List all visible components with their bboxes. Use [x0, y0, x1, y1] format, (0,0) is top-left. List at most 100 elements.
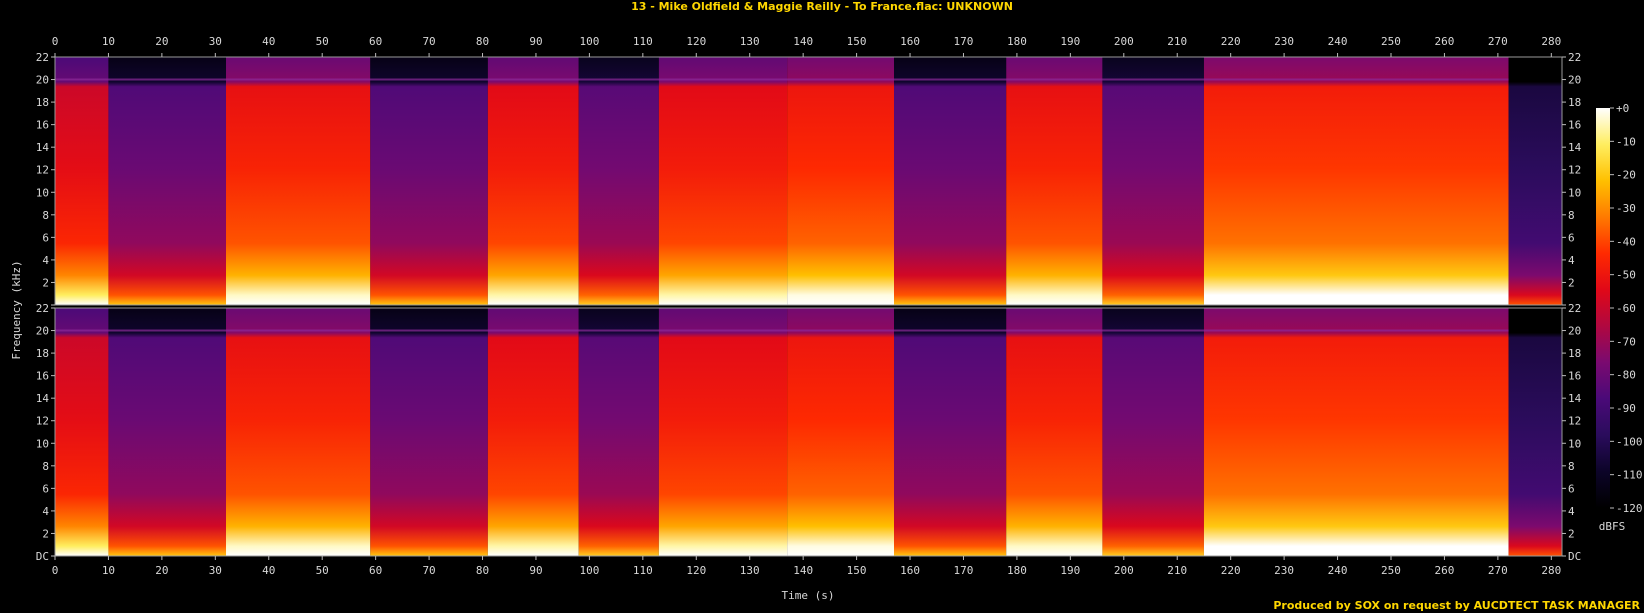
- x-tick-label: 150: [847, 564, 867, 577]
- y-tick-label: 10: [36, 186, 49, 199]
- x-tick-label: 160: [900, 564, 920, 577]
- spectral-segment: [1203, 308, 1509, 556]
- spectral-segment: [226, 57, 371, 305]
- y-tick-label: 16: [1568, 370, 1581, 383]
- y-tick-label: 4: [1568, 505, 1575, 518]
- y-tick-label: 18: [36, 347, 49, 360]
- y-tick-label: 16: [1568, 119, 1581, 132]
- colorbar-tick-label: -90: [1616, 402, 1636, 415]
- x-tick-label: 10: [102, 35, 115, 48]
- x-tick-label: 170: [954, 35, 974, 48]
- x-tick-label: 260: [1434, 35, 1454, 48]
- y-tick-label: 22: [36, 302, 49, 315]
- y-tick-label: 4: [42, 505, 49, 518]
- y-tick-label: 12: [36, 164, 49, 177]
- y-tick-label: 22: [1568, 302, 1581, 315]
- colorbar-tick-label: -60: [1616, 302, 1636, 315]
- x-tick-label: 80: [476, 564, 489, 577]
- y-tick-label: 10: [36, 437, 49, 450]
- x-tick-label: 70: [422, 564, 435, 577]
- x-tick-label: 160: [900, 35, 920, 48]
- y-tick-label: 14: [36, 392, 50, 405]
- y-tick-label: 18: [1568, 96, 1581, 109]
- x-tick-label: 270: [1488, 35, 1508, 48]
- x-tick-label: 50: [316, 564, 329, 577]
- x-tick-label: 130: [740, 35, 760, 48]
- y-tick-label: 4: [42, 254, 49, 267]
- colorbar-tick-label: -70: [1616, 335, 1636, 348]
- x-tick-label: 210: [1167, 35, 1187, 48]
- x-tick-label: 100: [579, 35, 599, 48]
- x-tick-label: 0: [52, 564, 59, 577]
- x-tick-label: 110: [633, 564, 653, 577]
- y-tick-label: 8: [42, 460, 49, 473]
- y-tick-label: 2: [1568, 527, 1575, 540]
- spectral-segment: [658, 308, 788, 556]
- spectral-segment: [487, 308, 579, 556]
- y-tick-label: 10: [1568, 437, 1581, 450]
- x-tick-label: 270: [1488, 564, 1508, 577]
- spectrogram-panels: [54, 56, 1563, 557]
- y-tick-label: 16: [36, 119, 49, 132]
- spectral-segment: [1203, 57, 1509, 305]
- x-tick-label: 140: [793, 564, 813, 577]
- colorbar-tick-label: -80: [1616, 369, 1636, 382]
- colorbar-tick-label: -110: [1616, 469, 1643, 482]
- y-tick-label: 6: [1568, 482, 1575, 495]
- x-tick-label: 0: [52, 35, 59, 48]
- channel-panel-right: [54, 307, 1563, 557]
- colorbar-label: dBFS: [1599, 520, 1626, 533]
- colorbar-tick-label: -120: [1616, 502, 1643, 515]
- x-tick-label: 60: [369, 564, 382, 577]
- x-tick-label: 150: [847, 35, 867, 48]
- x-tick-label: 130: [740, 564, 760, 577]
- x-tick-label: 90: [529, 35, 542, 48]
- chart-title: 13 - Mike Oldfield & Maggie Reilly - To …: [631, 0, 1013, 13]
- y-tick-label: DC: [1568, 550, 1581, 563]
- spectral-segment: [370, 57, 488, 305]
- x-tick-label: 20: [155, 564, 168, 577]
- y-tick-label: 12: [1568, 164, 1581, 177]
- x-tick-label: 40: [262, 564, 275, 577]
- x-tick-label: 140: [793, 35, 813, 48]
- spectral-segment: [658, 57, 788, 305]
- y-tick-label: 22: [36, 51, 49, 64]
- y-tick-label: 12: [36, 415, 49, 428]
- colorbar-tick-label: -40: [1616, 235, 1636, 248]
- spectral-segment: [1508, 57, 1562, 305]
- y-tick-label: 10: [1568, 186, 1581, 199]
- spectral-segment: [108, 308, 227, 556]
- spectral-segment: [1006, 57, 1103, 305]
- x-tick-label: 10: [102, 564, 115, 577]
- spectral-segment: [894, 57, 1007, 305]
- spectral-segment: [55, 308, 109, 556]
- x-tick-label: 110: [633, 35, 653, 48]
- x-tick-label: 100: [579, 564, 599, 577]
- colorbar-tick-label: -100: [1616, 435, 1643, 448]
- x-tick-label: 230: [1274, 564, 1294, 577]
- x-tick-label: 30: [209, 564, 222, 577]
- y-tick-label: 16: [36, 370, 49, 383]
- x-tick-label: 180: [1007, 35, 1027, 48]
- spectral-segment: [894, 308, 1007, 556]
- panel-frame: [54, 56, 1563, 306]
- colorbar-gradient: [1596, 108, 1610, 508]
- y-tick-label: 8: [1568, 209, 1575, 222]
- spectral-segment: [1102, 57, 1204, 305]
- y-tick-label: 20: [36, 325, 49, 338]
- spectral-segment: [55, 57, 109, 305]
- x-tick-label: 250: [1381, 35, 1401, 48]
- y-tick-label: DC: [36, 550, 49, 563]
- x-tick-label: 280: [1541, 35, 1561, 48]
- x-tick-label: 70: [422, 35, 435, 48]
- y-tick-label: 6: [1568, 231, 1575, 244]
- spectral-segment: [108, 57, 227, 305]
- panel-frame: [54, 307, 1563, 557]
- y-tick-label: 18: [36, 96, 49, 109]
- x-tick-label: 80: [476, 35, 489, 48]
- y-tick-label: 6: [42, 482, 49, 495]
- x-tick-label: 260: [1434, 564, 1454, 577]
- x-tick-label: 170: [954, 564, 974, 577]
